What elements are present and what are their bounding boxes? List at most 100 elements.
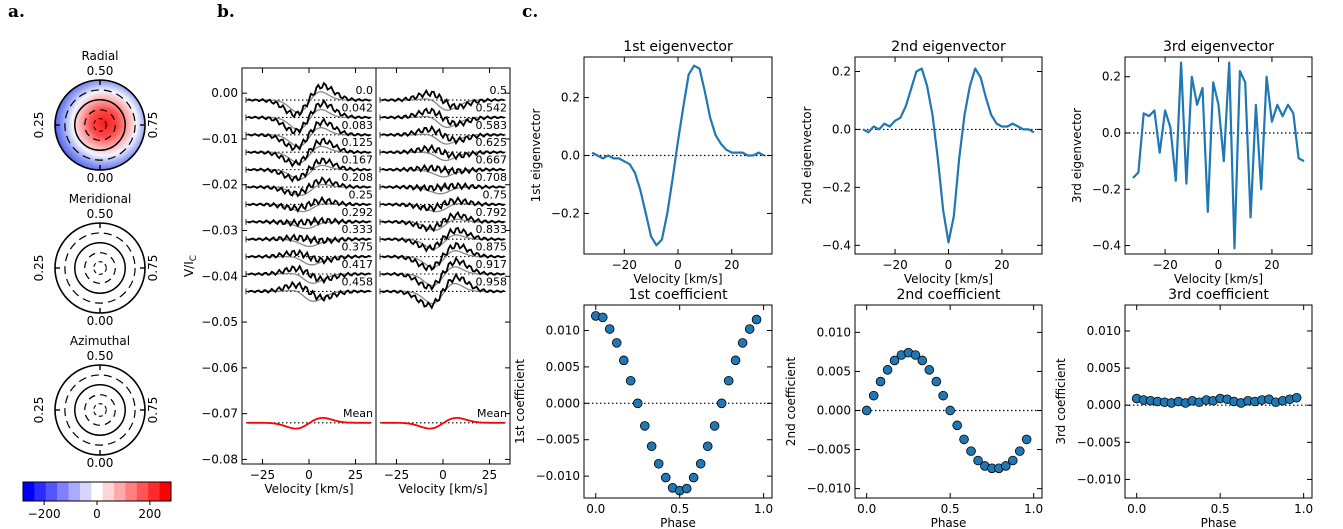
mean-label: Mean <box>343 407 373 420</box>
colorbar-segment <box>79 482 92 501</box>
map-phase-left: 0.25 <box>32 112 46 139</box>
data-point <box>751 314 762 325</box>
phase-label: 0.625 <box>476 136 508 149</box>
map-title: Meridional <box>69 192 132 206</box>
x-axis-label: Velocity [km/s] <box>264 482 353 496</box>
y-tick-label: −0.07 <box>201 407 238 421</box>
phase-label: 0.0 <box>356 84 374 97</box>
y-axis-label-subscript: C <box>189 255 199 261</box>
panel-label-a: a. <box>8 2 25 22</box>
y-tick-label: −0.05 <box>201 315 238 329</box>
y-tick-label: −0.010 <box>536 469 580 483</box>
latitude-circle <box>84 252 116 284</box>
observed-profile <box>247 280 371 303</box>
data-point <box>889 355 900 366</box>
data-point <box>653 458 664 469</box>
observed-profile <box>247 248 371 265</box>
colorbar-segment <box>34 482 47 501</box>
data-point <box>945 405 955 416</box>
x-tick-label: 1.0 <box>754 502 773 516</box>
data-point <box>910 350 921 360</box>
map-phase-right: 0.75 <box>146 112 160 139</box>
plot-ev2: −20 0 20 0.2 0.0 −0.2 −0.4 2nd eigenvector Veloc… <box>800 39 1043 286</box>
data-point <box>702 441 713 452</box>
y-tick-label: 0.005 <box>817 364 851 378</box>
plot-c2: 0.0 0.5 1.0 0.010 0.005 0.000 −0.005 −0.010 2nd … <box>784 287 1043 529</box>
observed-profile <box>247 195 371 213</box>
map-phase-bottom: 0.00 <box>87 314 114 328</box>
colorbar: −200 0 200 <box>22 481 172 521</box>
data-point <box>952 420 962 431</box>
data-point <box>660 472 671 483</box>
data-point <box>938 390 948 401</box>
colorbar-segment <box>57 482 70 501</box>
x-tick-label: 0 <box>674 258 682 272</box>
y-tick-label: 0.000 <box>817 403 851 417</box>
y-tick-label: 0.0 <box>561 149 580 163</box>
x-axis-label: Velocity [km/s] <box>1174 272 1263 286</box>
phase-label: 0.5 <box>490 84 508 97</box>
phase-label: 0.958 <box>476 275 508 288</box>
equator-circle <box>74 99 126 151</box>
x-tick-label: 25 <box>482 468 497 482</box>
phase-label: 0.917 <box>476 258 508 271</box>
data-point <box>611 338 622 348</box>
x-tick-label: −25 <box>250 468 275 482</box>
colorbar-segment <box>159 482 172 501</box>
equator-circle <box>74 242 126 294</box>
y-tick-label: −0.06 <box>201 361 238 375</box>
observed-profile <box>381 107 505 128</box>
observed-profile <box>381 143 505 161</box>
series-line <box>1132 61 1305 250</box>
map-phase-right: 0.75 <box>146 255 160 282</box>
map-disk <box>54 364 146 456</box>
y-tick-label: −0.010 <box>807 482 851 496</box>
x-tick-label: −20 <box>1152 258 1177 272</box>
mean-profile <box>247 417 371 430</box>
plot-title: 2nd eigenvector <box>891 39 1006 55</box>
observed-profile <box>381 272 505 310</box>
map-phase-bottom: 0.00 <box>87 171 114 185</box>
y-axis-label: 3rd coefficient <box>1054 358 1068 445</box>
plot-title: 3rd eigenvector <box>1163 39 1274 55</box>
map-phase-bottom: 0.00 <box>87 456 114 470</box>
data-point <box>1021 434 1032 445</box>
phase-label: 0.792 <box>476 206 508 219</box>
data-point <box>681 483 692 494</box>
observed-profile <box>247 98 371 135</box>
plot-ev1: −20 0 20 0.2 0.0 −0.2 1st eigenvector Velocity … <box>529 39 773 286</box>
axes-frame <box>1124 304 1313 499</box>
phase-label: 0.167 <box>342 154 374 167</box>
colorbar-segment <box>91 482 104 501</box>
x-tick-label: −25 <box>384 468 409 482</box>
data-point <box>959 434 969 445</box>
x-tick-label: 20 <box>724 258 739 272</box>
y-axis-label: 1st coefficient <box>513 359 527 444</box>
x-tick-label: 20 <box>994 258 1009 272</box>
series-line <box>862 67 1035 244</box>
x-tick-label: 0.5 <box>1211 502 1230 516</box>
data-point <box>695 458 706 469</box>
equator-circle <box>74 384 126 436</box>
x-axis-label: Phase <box>931 516 967 529</box>
y-tick-label: −0.02 <box>201 178 238 192</box>
y-tick-label: −0.010 <box>1077 472 1121 486</box>
data-point <box>744 324 755 334</box>
observed-profile <box>247 233 371 245</box>
y-tick-label: −0.2 <box>1092 182 1121 196</box>
observed-profile <box>381 256 505 292</box>
x-tick-label: 0.5 <box>941 502 960 516</box>
y-axis-label: 2nd coefficient <box>784 357 798 447</box>
y-tick-label: −0.005 <box>807 443 851 457</box>
y-tick-label: 0.2 <box>832 64 851 78</box>
data-point <box>737 338 748 348</box>
y-axis-label: 3rd eigenvector <box>1070 108 1084 203</box>
observed-profile <box>247 137 371 168</box>
colorbar-tick-label: 200 <box>138 507 161 521</box>
map-title: Azimuthal <box>70 334 130 348</box>
y-tick-label: 0.005 <box>1087 361 1121 375</box>
data-point <box>875 376 886 387</box>
phase-label: 0.083 <box>342 119 374 132</box>
plot-title: 3rd coefficient <box>1168 287 1269 303</box>
